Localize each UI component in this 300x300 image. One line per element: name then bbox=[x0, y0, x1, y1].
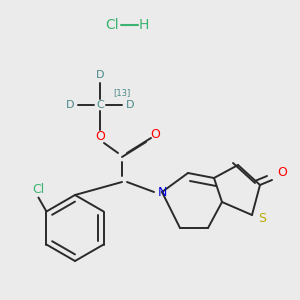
Text: O: O bbox=[277, 166, 287, 178]
Text: [13]: [13] bbox=[113, 88, 130, 98]
Text: H: H bbox=[139, 18, 149, 32]
Text: O: O bbox=[150, 128, 160, 142]
Text: O: O bbox=[95, 130, 105, 142]
Text: C: C bbox=[96, 100, 104, 110]
Text: D: D bbox=[96, 70, 104, 80]
Text: D: D bbox=[126, 100, 134, 110]
Text: D: D bbox=[66, 100, 74, 110]
Text: Cl: Cl bbox=[32, 183, 44, 196]
Text: S: S bbox=[258, 212, 266, 226]
Text: N: N bbox=[157, 185, 167, 199]
Text: Cl: Cl bbox=[105, 18, 119, 32]
